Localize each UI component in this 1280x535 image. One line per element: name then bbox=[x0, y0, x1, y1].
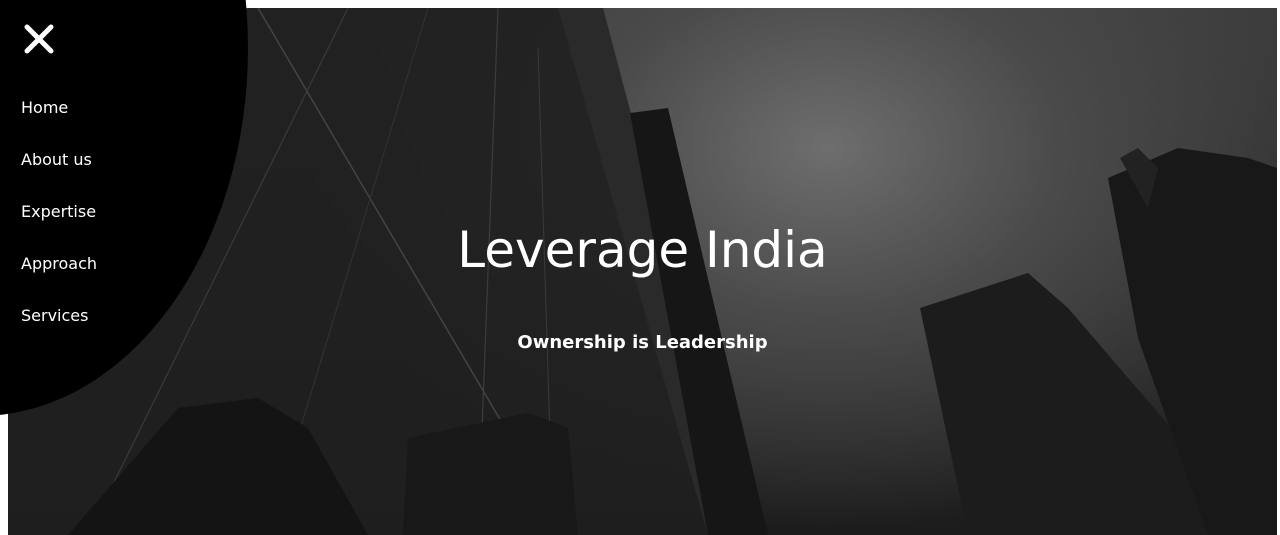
skyscrapers-background-image bbox=[8, 8, 1277, 535]
nav-item-approach: Approach bbox=[21, 250, 97, 302]
nav-item-expertise: Expertise bbox=[21, 198, 97, 250]
nav-item-home: Home bbox=[21, 94, 97, 146]
nav-link-expertise[interactable]: Expertise bbox=[21, 202, 97, 221]
nav-link-home[interactable]: Home bbox=[21, 98, 69, 117]
close-menu-button[interactable] bbox=[22, 22, 56, 56]
nav-item-about-us: About us bbox=[21, 146, 97, 198]
nav-link-approach[interactable]: Approach bbox=[21, 254, 98, 273]
nav-link-services[interactable]: Services bbox=[21, 306, 89, 325]
nav-item-services: Services bbox=[21, 302, 97, 354]
close-icon bbox=[24, 24, 54, 54]
nav-menu: Home About us Expertise Approach Service… bbox=[21, 94, 97, 354]
hero-subtitle: Ownership is Leadership bbox=[517, 332, 768, 353]
hero-title: Leverage India bbox=[457, 221, 828, 279]
hero-section: Leverage India Ownership is Leadership bbox=[8, 8, 1277, 535]
nav-link-about-us[interactable]: About us bbox=[21, 150, 92, 169]
